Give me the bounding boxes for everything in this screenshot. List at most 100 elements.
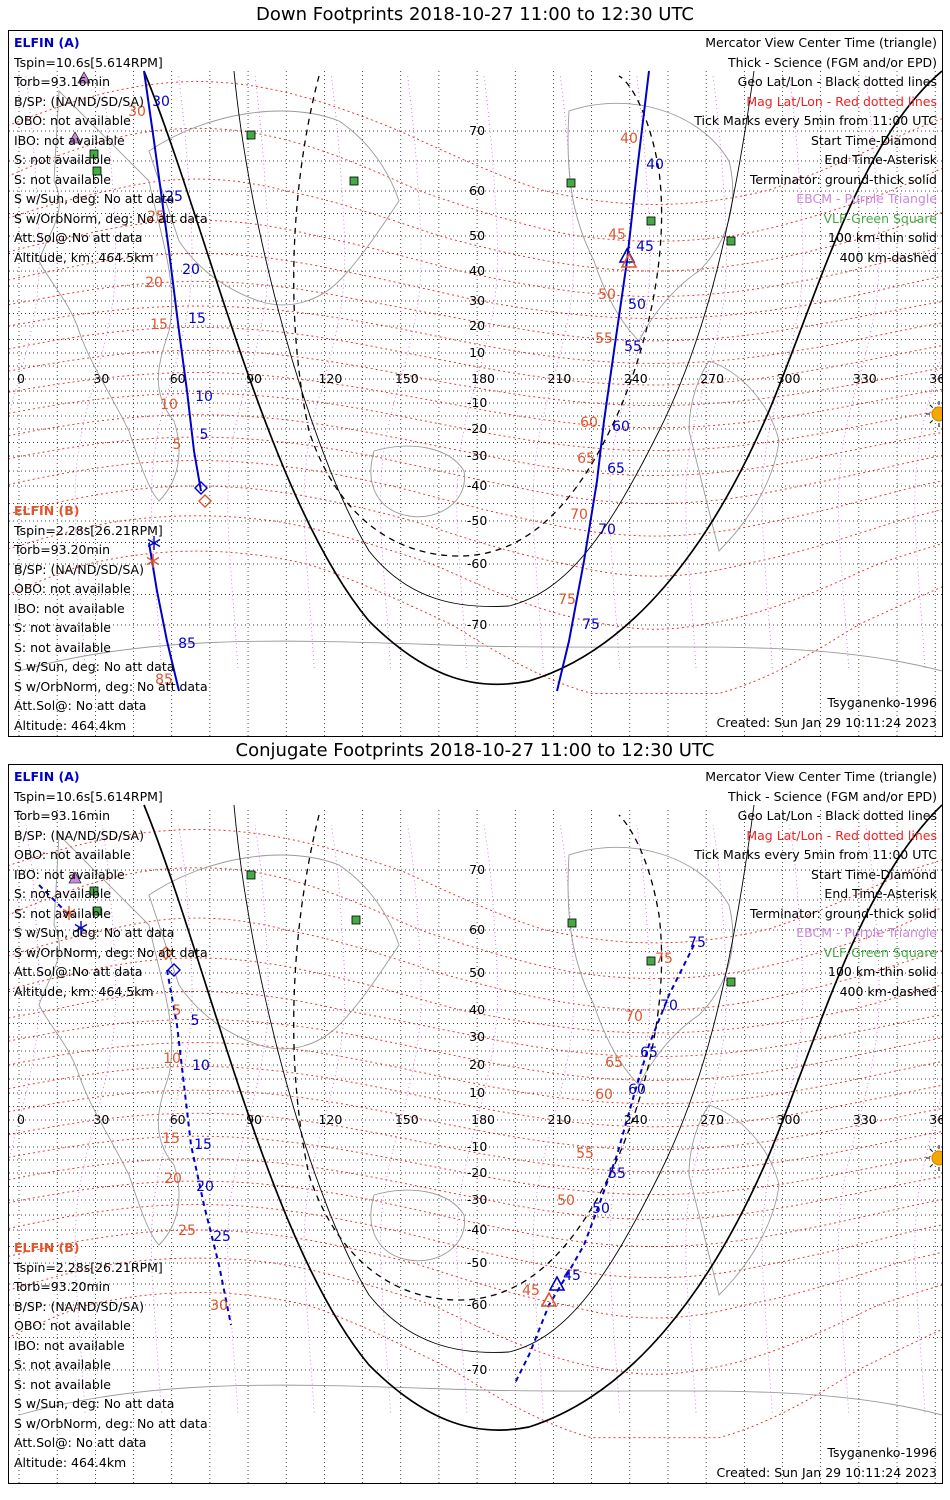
coastline [370, 1189, 465, 1262]
elfin-a-track [556, 70, 650, 692]
lat-tick-label: 20 [469, 318, 485, 333]
a-line: S: not available [14, 905, 111, 921]
b-tick-label: 25 [147, 209, 165, 225]
a-tick-label: 55 [608, 1166, 626, 1182]
sun-icon [931, 406, 942, 422]
b-tick-label: 45 [522, 1283, 540, 1299]
lat-tick-label: 60 [469, 183, 485, 198]
center-triangle [548, 1275, 566, 1291]
lon-tick-label: 300 [777, 1112, 801, 1127]
lat-tick-label: 70 [469, 123, 485, 138]
a-line: Att.Sol@:No att data [14, 230, 143, 245]
b-line: S w/OrbNorm, deg: No att data [14, 678, 208, 694]
coastline [18, 640, 942, 672]
conjugate-footprints-map: 0 30 60 90 120 150 180 210 240 270 300 330 360 70 60 50… [8, 764, 943, 1484]
lon-tick-label: 210 [548, 371, 572, 386]
a-tick-label: 30 [152, 94, 170, 110]
vlf-station-square [246, 130, 256, 140]
b-tick-label: 65 [605, 1055, 623, 1071]
lat-tick-label: -50 [467, 513, 487, 528]
mag-latitude-line [9, 991, 942, 1058]
a-line: Tspin=10.6s[5.614RPM] [14, 788, 163, 804]
center-triangle [620, 252, 638, 268]
mag-latitude-line [9, 867, 942, 980]
lon-tick-label: 60 [170, 1112, 186, 1127]
legend-ebcm: EBCM - Purple Triangle [796, 925, 937, 940]
a-tick-label: 15 [194, 1137, 212, 1153]
legend-mag: Mag Lat/Lon - Red dotted lines [746, 827, 937, 843]
map-legend: Mercator View Center Time (triangle) Thi… [694, 33, 937, 267]
legend-terminator: Terminator: ground-thick solid [749, 171, 937, 187]
vlf-station-square [92, 166, 102, 176]
a-tick-label: 70 [598, 522, 616, 538]
b-tick-label: 30 [210, 1298, 228, 1314]
elfin-a-name: ELFIN (A) [14, 35, 80, 50]
b-line: S: not available [14, 639, 111, 655]
center-triangle [540, 1291, 558, 1307]
lon-tick-label: 180 [471, 371, 495, 386]
mag-meridian [74, 824, 117, 1413]
b-line: B/SP: (NA/ND/SD/SA) [14, 561, 144, 577]
elfin-a-track [513, 944, 695, 1386]
legend-thick: Thick - Science (FGM and/or EPD) [728, 54, 937, 70]
lat-tick-label: -30 [467, 1192, 487, 1207]
sun-ray [929, 420, 933, 424]
b-tick-label: 75 [558, 592, 576, 608]
a-line: S w/OrbNorm, deg: No att data [14, 944, 208, 960]
mag-meridian [838, 824, 880, 1413]
b-tick-label: 65 [577, 451, 595, 467]
model-label: Tsyganenko-1996 [827, 1445, 937, 1460]
sun-icon [931, 1150, 942, 1166]
mag-latitude-line [9, 253, 942, 319]
b-line: Att.Sol@: No att data [14, 1435, 147, 1450]
b-line: Tspin=2.28s[26.21RPM] [14, 1259, 163, 1275]
vlf-station-square [646, 216, 656, 226]
mag-latitude-line [9, 81, 942, 205]
mag-meridian [227, 824, 269, 1413]
a-line: OBO: not available [14, 847, 131, 862]
end-asterisk [74, 923, 88, 933]
b-line: S: not available [14, 620, 111, 635]
legend-ticks: Tick Marks every 5min from 11:00 UTC [694, 113, 937, 128]
b-line: S w/OrbNorm, deg: No att data [14, 1415, 208, 1431]
end-asterisk [146, 556, 160, 566]
mag-latitude-line [9, 1291, 942, 1439]
a-line: Altitude, km: 464.5km [14, 983, 154, 999]
b-tick-label: 20 [145, 275, 163, 291]
b-tick-label: 85 [155, 672, 173, 688]
legend-100km: 100 km-thin solid [828, 964, 937, 979]
ebcm-triangle [77, 71, 91, 84]
a-line: S: not available [14, 152, 111, 167]
b-tick-label: 50 [557, 1193, 575, 1209]
b-tick-label: 10 [163, 1051, 181, 1067]
legend-100km: 100 km-thin solid [828, 230, 937, 245]
mag-latitude-line [9, 178, 942, 272]
legend-mercator: Mercator View Center Time (triangle) [705, 35, 937, 50]
lat-tick-label: 70 [469, 862, 485, 877]
b-line: S w/Sun, deg: No att data [14, 659, 175, 674]
coastline [370, 445, 465, 518]
lat-tick-label: 50 [469, 965, 485, 980]
a-tick-label: 65 [607, 461, 625, 477]
b-tick-label: 30 [128, 104, 146, 120]
a-line: Att.Sol@:No att data [14, 964, 143, 979]
b-tick-label: 60 [580, 415, 598, 431]
lat-tick-label: -20 [467, 1165, 487, 1180]
b-line: S: not available [14, 1357, 111, 1372]
legend-thick: Thick - Science (FGM and/or EPD) [728, 788, 937, 804]
lon-tick-label: 330 [853, 371, 877, 386]
start-diamond [198, 494, 212, 508]
lat-tick-label: -50 [467, 1255, 487, 1270]
lat-tick-label: 30 [469, 293, 485, 308]
coastline [148, 854, 400, 1050]
b-tick-label: 25 [178, 1223, 196, 1239]
a-tick-label: 10 [195, 389, 213, 405]
a-line: OBO: not available [14, 113, 131, 128]
vlf-station-square [349, 176, 359, 186]
b-line: Torb=93.20min [14, 1279, 111, 1294]
coastline [567, 846, 734, 1086]
lon-tick-label: 270 [700, 1112, 724, 1127]
lon-tick-label: 0 [17, 371, 25, 386]
a-tick-label: 50 [628, 297, 646, 313]
a-tick-label: 25 [165, 189, 183, 205]
